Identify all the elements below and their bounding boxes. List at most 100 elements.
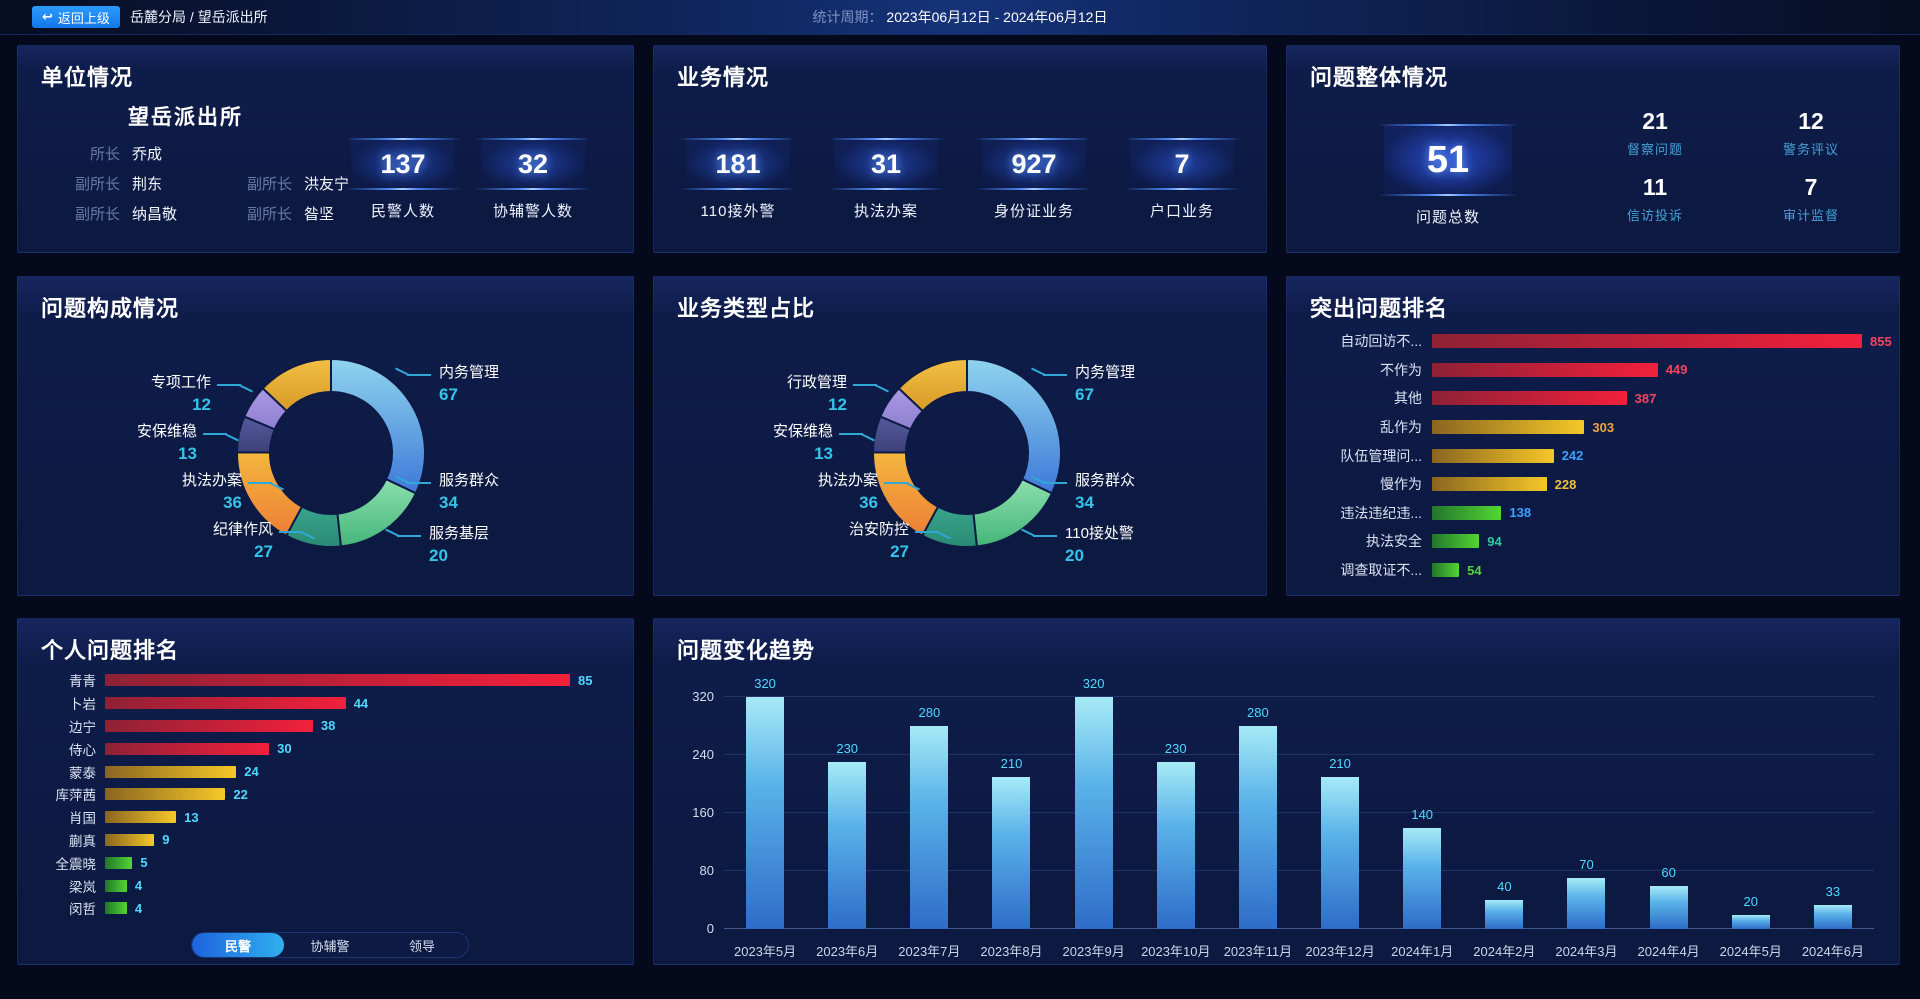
bar-row-label: 蒙泰: [69, 765, 96, 781]
trend-bar: [1403, 827, 1442, 929]
leaders-list: 所长 乔成 副所长 荆东 副所长 洪友宁 副所长 纳昌敬 副所长 昝坚: [48, 144, 392, 234]
donut-label: 内务管理 67: [407, 362, 539, 406]
bar-value: 5: [140, 855, 148, 871]
trend-bar: [1074, 697, 1113, 929]
trend-slot: 33 2024年6月: [1792, 697, 1874, 959]
stat-item: 31 执法办案: [828, 138, 944, 221]
trend-bar-value: 70: [1579, 857, 1594, 873]
trend-bar-value: 140: [1411, 806, 1434, 822]
bar-row: 不作为 449: [1310, 356, 1879, 385]
bar: [1432, 334, 1862, 349]
quad-stat-value: 12: [1798, 108, 1824, 134]
stat-label: 110接外警: [700, 203, 776, 220]
outstanding-problems-panel: 突出问题排名 自动回访不... 855 不作为 449 其他 387 乱作为 303 队伍管理问…: [1286, 276, 1900, 596]
trend-bar: [1156, 762, 1195, 929]
donut-label-value: 13: [178, 444, 197, 463]
donut-label-name: 内务管理: [1075, 364, 1136, 381]
problem-trend-title: 问题变化趋势: [677, 638, 816, 663]
personal-tab-1[interactable]: 协辅警: [310, 938, 350, 954]
stat-label: 执法办案: [853, 203, 918, 220]
trend-slot: 320 2023年9月: [1053, 676, 1135, 959]
bar-track: 228: [1432, 477, 1879, 492]
bar-row: 梁岚 4: [41, 874, 613, 897]
bar-row: 蒙泰 24: [41, 760, 613, 783]
unit-info-panel: 单位情况 望岳派出所 所长 乔成 副所长 荆东 副所长 洪友宁 副所长 纳昌敬 副所长 昝坚 13…: [17, 45, 634, 253]
leader-role: 副所长: [74, 176, 120, 193]
trend-slot: 140 2024年1月: [1381, 697, 1463, 960]
donut-label-line: [397, 535, 421, 537]
trend-slots: 320 2023年5月 230 2023年6月 280 2023年7月 210 2023年8月…: [724, 676, 1874, 960]
stat-label: 民警人数: [370, 203, 435, 220]
bar-row: 自动回访不... 855: [1310, 327, 1891, 356]
donut-label-line: [203, 433, 227, 435]
stat-value: 181: [715, 148, 761, 179]
stat-item: 181 110接外警: [680, 138, 796, 221]
stat-value: 31: [870, 148, 902, 179]
bar-row-label: 边宁: [69, 719, 96, 735]
bar-track: 855: [1432, 334, 1892, 349]
bar-row-label: 蒯真: [69, 833, 96, 849]
donut-label-value: 34: [1075, 493, 1094, 512]
bar-row-label: 调查取证不...: [1340, 562, 1422, 579]
bar-row-label: 库萍茜: [55, 788, 97, 804]
bar: [105, 811, 177, 824]
outstanding-problems-chart: 自动回访不... 855 不作为 449 其他 387 乱作为 303 队伍管理问... 242 慢…: [1310, 327, 1891, 584]
bar: [1432, 362, 1658, 377]
trend-x-label: 2023年12月: [1305, 944, 1375, 959]
personal-tab-2[interactable]: 领导: [408, 938, 435, 954]
trend-bar-value: 280: [1247, 705, 1269, 720]
breadcrumb[interactable]: 岳麓分局 / 望岳派出所: [130, 9, 268, 25]
bar-track: 24: [105, 764, 613, 779]
bar-row: 库萍茜 22: [41, 783, 613, 806]
bar-track: 387: [1432, 391, 1879, 406]
stat-period: 统计周期： 2023年06月12日 - 2024年06月12日: [813, 0, 1108, 34]
donut-label-value: 67: [439, 385, 458, 404]
trend-bar-value: 210: [1000, 755, 1023, 771]
bar: [1432, 448, 1554, 463]
quad-stat: 12 警务评议: [1733, 108, 1889, 158]
bar-row-label: 其他: [1394, 390, 1422, 407]
stat-box: 927: [976, 138, 1092, 190]
outstanding-problems-title: 突出问题排名: [1310, 296, 1449, 321]
leader-name: 昝坚: [304, 206, 335, 223]
back-button[interactable]: ↩ 返回上级: [32, 6, 120, 28]
top-bar: ↩ 返回上级 岳麓分局 / 望岳派出所 统计周期： 2023年06月12日 - …: [0, 0, 1920, 35]
donut-label: 服务群众 34: [407, 470, 539, 514]
donut-label-line: [1043, 482, 1067, 484]
trend-bar-value: 33: [1825, 884, 1841, 900]
quad-stat-value: 21: [1642, 108, 1668, 134]
bar-row-label: 执法安全: [1366, 533, 1422, 550]
trend-bar-value: 280: [918, 705, 941, 720]
bar-track: 303: [1432, 420, 1879, 435]
trend-bar: [910, 726, 949, 929]
bar-value: 303: [1592, 419, 1615, 435]
donut-label-value: 12: [828, 395, 847, 414]
donut-label-value: 36: [859, 493, 878, 512]
donut-label-name: 安保维稳: [772, 423, 833, 440]
stat-value: 137: [380, 148, 426, 179]
trend-x-label: 2023年5月: [733, 944, 797, 959]
donut-label-name: 110接处警: [1065, 525, 1134, 542]
bar: [105, 674, 570, 687]
donut-label-line: [407, 374, 431, 376]
bar-row: 闵哲 4: [41, 897, 613, 920]
personal-tab-0[interactable]: 民警: [192, 933, 284, 957]
bar-value: 24: [244, 764, 259, 780]
bar-value: 4: [134, 878, 143, 894]
bar: [1432, 563, 1460, 578]
donut-label-value: 36: [223, 493, 242, 512]
problem-composition-title: 问题构成情况: [41, 296, 180, 321]
bar-row: 其他 387: [1310, 384, 1879, 413]
bar: [105, 697, 346, 710]
trend-slot: 20 2024年5月: [1710, 697, 1792, 960]
bar-row: 违法违纪违... 138: [1310, 499, 1879, 528]
bar: [105, 902, 127, 915]
trend-slot: 230 2023年10月: [1135, 697, 1217, 959]
trend-gridline: [724, 928, 1874, 929]
bar-value: 13: [184, 809, 199, 825]
trend-slot: 210 2023年8月: [970, 697, 1052, 959]
bar-row-label: 慢作为: [1380, 476, 1422, 493]
bar-row: 队伍管理问... 242: [1310, 441, 1879, 470]
trend-slot: 280 2023年11月: [1217, 697, 1299, 959]
